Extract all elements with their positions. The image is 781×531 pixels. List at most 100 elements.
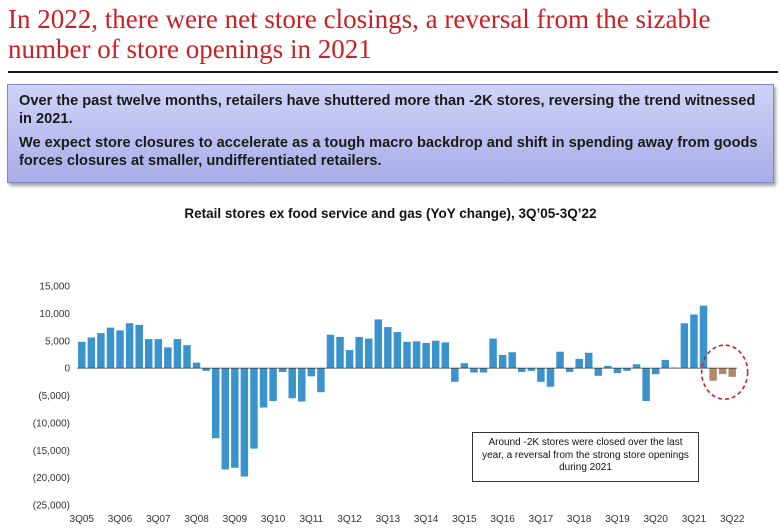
bar <box>403 341 411 369</box>
x-tick-label: 3Q22 <box>720 514 745 525</box>
bar <box>87 337 96 369</box>
bar <box>651 368 660 375</box>
x-tick-label: 3Q20 <box>643 514 668 525</box>
bar <box>594 368 603 376</box>
bar <box>575 358 583 369</box>
x-tick-label: 3Q16 <box>490 514 515 525</box>
summary-callout: Over the past twelve months, retailers h… <box>7 84 774 183</box>
bar <box>508 352 516 369</box>
bar <box>613 368 622 374</box>
y-tick-label: 0 <box>64 364 70 375</box>
bar <box>661 359 669 369</box>
annotation-box: Around -2K stores were closed over the l… <box>472 432 699 482</box>
highlight-circle <box>700 344 749 400</box>
x-tick-label: 3Q14 <box>414 514 439 525</box>
bar <box>518 368 526 372</box>
bar <box>278 368 287 372</box>
x-tick-label: 3Q05 <box>70 514 95 525</box>
bar <box>623 368 631 371</box>
y-tick-label: 15,000 <box>39 282 70 293</box>
bar <box>288 368 296 399</box>
bar <box>240 368 249 477</box>
bar <box>336 336 344 369</box>
x-tick-label: 3Q11 <box>299 514 323 525</box>
bar <box>173 339 182 369</box>
bar <box>154 339 163 369</box>
bar <box>164 347 172 369</box>
bar <box>97 333 105 369</box>
bar <box>250 368 258 449</box>
bar <box>537 368 545 382</box>
bar <box>556 351 564 369</box>
bar <box>642 368 650 401</box>
bar <box>690 314 698 369</box>
bar-chart: 15,000 10,000 5,000 0 (5,000) (10,000) (15,000… <box>33 282 749 525</box>
bar <box>202 368 210 371</box>
bar <box>565 368 574 372</box>
bar <box>412 341 421 369</box>
bar <box>604 365 612 369</box>
bar <box>345 350 354 369</box>
bar <box>384 327 392 369</box>
bar <box>680 323 689 369</box>
bar <box>479 368 488 373</box>
y-tick-label: (5,000) <box>38 391 70 402</box>
bar <box>718 368 727 375</box>
x-tick-label: 3Q19 <box>605 514 630 525</box>
bar <box>135 324 143 369</box>
chart-title: Retail stores ex food service and gas (Y… <box>184 206 597 221</box>
bar <box>326 334 335 369</box>
x-tick-label: 3Q06 <box>108 514 133 525</box>
bar <box>78 341 86 369</box>
bar <box>192 362 201 369</box>
bar <box>116 330 124 369</box>
bar <box>298 368 306 402</box>
bar <box>183 345 191 369</box>
bar <box>422 342 430 369</box>
x-tick-label: 3Q17 <box>529 514 554 525</box>
x-tick-label: 3Q21 <box>682 514 707 525</box>
bar <box>498 354 507 369</box>
bar <box>489 338 497 369</box>
bar <box>374 319 383 369</box>
bar <box>365 338 373 369</box>
bar <box>527 368 536 371</box>
bar <box>231 368 239 468</box>
x-tick-label: 3Q12 <box>337 514 362 525</box>
callout-line-2: We expect store closures to accelerate a… <box>19 135 758 169</box>
bar <box>451 368 459 382</box>
bar <box>355 336 363 369</box>
bar <box>259 368 268 408</box>
bar <box>221 368 229 470</box>
bar <box>728 368 736 377</box>
bar <box>106 327 115 369</box>
bar <box>125 323 134 369</box>
x-tick-label: 3Q15 <box>452 514 477 525</box>
bar <box>431 340 440 369</box>
y-tick-label: (15,000) <box>33 446 70 457</box>
callout-line-1: Over the past twelve months, retailers h… <box>19 93 756 127</box>
x-tick-label: 3Q10 <box>261 514 286 525</box>
y-tick-label: (25,000) <box>33 501 70 512</box>
bar <box>585 352 593 369</box>
bar <box>211 368 220 439</box>
bar <box>307 368 316 377</box>
bar <box>470 368 478 373</box>
y-tick-label: 5,000 <box>45 336 70 347</box>
y-tick-label: (20,000) <box>33 473 70 484</box>
x-tick-label: 3Q08 <box>184 514 209 525</box>
x-tick-label: 3Q09 <box>223 514 248 525</box>
x-tick-label: 3Q18 <box>567 514 592 525</box>
bar <box>145 339 153 369</box>
x-tick-label: 3Q07 <box>146 514 171 525</box>
bar <box>317 368 325 393</box>
title-divider <box>8 71 778 73</box>
bar <box>699 305 708 369</box>
bar <box>393 331 402 369</box>
bar <box>709 368 717 381</box>
bar <box>632 364 641 369</box>
y-tick-label: 10,000 <box>39 309 70 320</box>
bar <box>546 368 555 387</box>
bar <box>460 363 469 369</box>
bar <box>441 342 449 369</box>
